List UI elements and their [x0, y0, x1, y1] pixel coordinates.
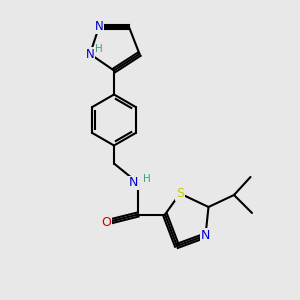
Text: N: N [94, 20, 103, 34]
Text: O: O [102, 215, 111, 229]
Text: N: N [201, 229, 210, 242]
Text: N: N [129, 176, 138, 190]
Text: S: S [176, 187, 184, 200]
Text: H: H [142, 173, 150, 184]
Text: H: H [94, 44, 102, 55]
Text: N: N [85, 47, 94, 61]
